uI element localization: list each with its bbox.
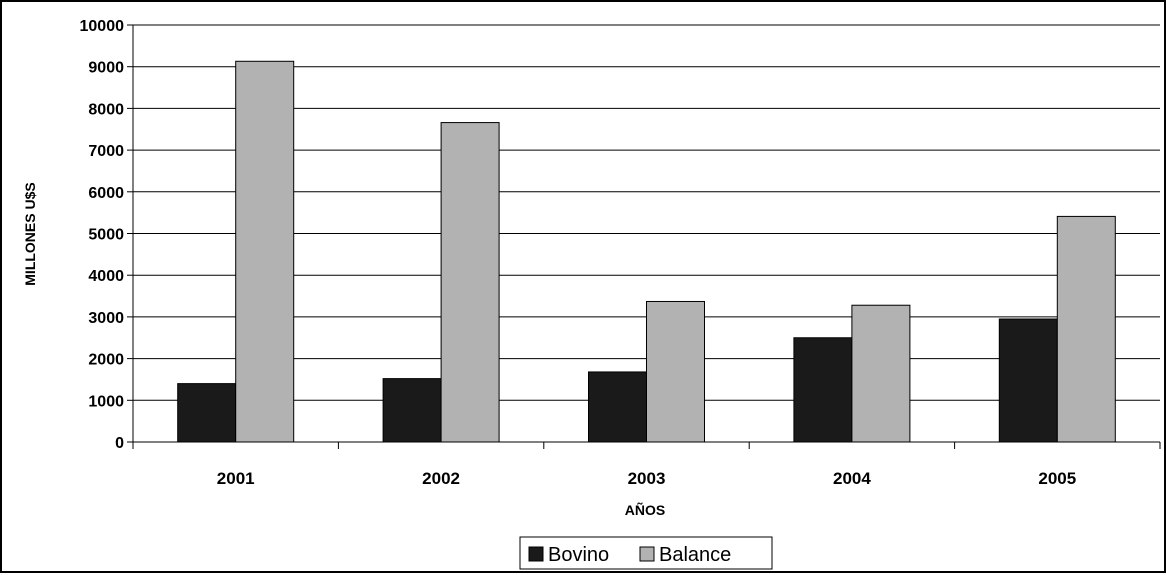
y-tick-label: 7000 xyxy=(88,143,124,160)
axes xyxy=(127,24,1161,449)
y-tick-label: 3000 xyxy=(88,310,124,327)
y-tick-label: 0 xyxy=(115,435,124,452)
tick-labels: 0 1000 2000 3000 4000 5000 6000 7000 8000 9000 100… xyxy=(80,18,1077,488)
legend-swatch-bovino xyxy=(528,546,544,562)
y-axis-title: MILLONES U$S xyxy=(22,182,38,285)
bar-balance-2001 xyxy=(235,60,295,443)
bar-balance-2003 xyxy=(646,300,705,443)
bar-bovino-2005 xyxy=(998,318,1058,443)
x-tick-label: 2003 xyxy=(628,469,666,488)
bar-bovino-2001 xyxy=(177,383,237,443)
y-tick-label: 5000 xyxy=(88,227,124,244)
y-tick-label: 6000 xyxy=(88,185,124,202)
bar-bovino-2004 xyxy=(793,337,853,443)
x-tick-label: 2002 xyxy=(422,469,460,488)
bar-bovino-2002 xyxy=(382,378,442,443)
x-tick-label: 2004 xyxy=(833,469,871,488)
y-tick-label: 9000 xyxy=(88,60,124,77)
bar-balance-2004 xyxy=(851,304,911,443)
gridlines xyxy=(133,24,1160,401)
legend: Bovino Balance xyxy=(519,536,773,570)
bar-balance-2002 xyxy=(440,122,500,443)
y-tick-label: 4000 xyxy=(88,268,124,285)
y-tick-label: 1000 xyxy=(88,393,124,410)
y-tick-label: 8000 xyxy=(88,101,124,118)
bar-balance-2005 xyxy=(1056,215,1116,443)
y-tick-label: 2000 xyxy=(88,352,124,369)
bar-bovino-2003 xyxy=(588,371,647,443)
x-axis-title: AÑOS xyxy=(625,501,665,518)
legend-label-bovino: Bovino xyxy=(548,544,609,566)
x-tick-label: 2005 xyxy=(1038,469,1076,488)
legend-label-balance: Balance xyxy=(659,544,731,566)
y-tick-label: 10000 xyxy=(80,18,125,35)
bars xyxy=(177,60,1116,443)
legend-swatch-balance xyxy=(639,546,655,562)
x-tick-label: 2001 xyxy=(217,469,255,488)
